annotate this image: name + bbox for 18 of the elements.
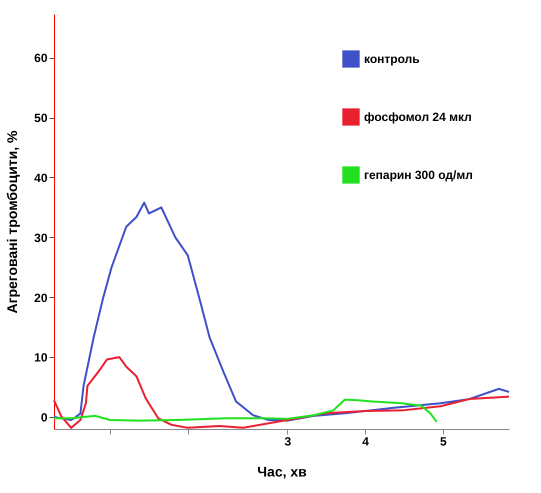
y-tick-label: 30 — [34, 230, 48, 245]
x-tick-label: 4 — [362, 434, 370, 448]
x-tick-label: 3 — [284, 434, 292, 448]
y-tick-label: 20 — [34, 290, 48, 305]
y-tick-label: 10 — [34, 350, 48, 365]
legend-label: фосфомол 24 мкл — [364, 110, 472, 124]
line-series — [53, 202, 510, 422]
line-series — [53, 398, 438, 423]
x-axis-title: Час, хв — [257, 464, 308, 480]
y-axis-title: Агреговані тромбоцити, % — [4, 130, 20, 314]
line-series — [53, 356, 510, 429]
y-tick-label: 50 — [34, 111, 48, 126]
y-tick-label: 0 — [40, 410, 48, 425]
legend-label: контроль — [364, 52, 420, 66]
y-tick-label: 40 — [34, 170, 48, 185]
x-tick-label: 5 — [440, 434, 448, 448]
legend-label: гепарин 300 од/мл — [364, 168, 473, 182]
y-tick-label: 60 — [34, 51, 48, 66]
